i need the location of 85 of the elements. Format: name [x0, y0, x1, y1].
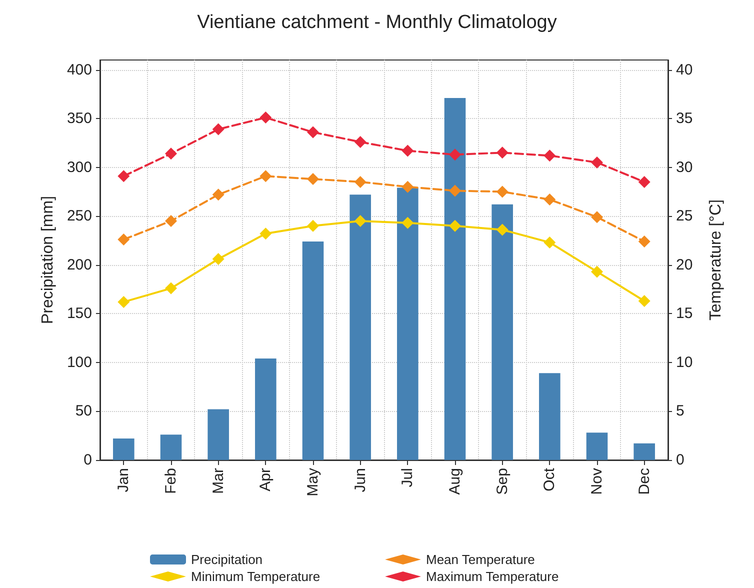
y2-tick-label: 25 [676, 208, 693, 225]
x-tick-label: Jun [352, 468, 369, 492]
y2-tick-label: 0 [676, 452, 684, 468]
point [638, 176, 650, 188]
y-tick-label: 300 [66, 158, 92, 176]
point [591, 156, 603, 168]
y-axis-title: Precipitation [mm] [40, 196, 57, 324]
x-tick-label: Apr [257, 468, 274, 492]
point [354, 136, 366, 148]
point [638, 294, 650, 307]
point [260, 170, 272, 182]
point [496, 224, 508, 236]
legend-label: Mean Temperature [426, 552, 535, 567]
y2-tick-label: 20 [676, 256, 693, 274]
point [496, 146, 508, 159]
point [544, 150, 556, 162]
bar [302, 241, 324, 460]
point [118, 296, 130, 308]
x-tick-label: May [304, 468, 322, 496]
y2-tick-label: 30 [676, 158, 693, 176]
bar [444, 98, 466, 460]
y2-tick-label: 40 [676, 61, 693, 78]
bar [255, 358, 276, 460]
x-tick-label: Aug [446, 468, 464, 495]
y2-axis-title: Temperature [°C] [708, 199, 724, 321]
x-tick-label: Nov [588, 468, 606, 495]
bar [634, 443, 655, 460]
bar [539, 373, 560, 460]
point [260, 112, 272, 124]
bar [160, 434, 182, 460]
y-tick-label: 400 [66, 61, 92, 78]
point [354, 176, 366, 188]
y-tick-label: 150 [66, 305, 92, 322]
point [165, 282, 177, 294]
chart-title: Vientiane catchment - Monthly Climatology [197, 12, 558, 33]
point [402, 216, 414, 229]
point [165, 214, 177, 227]
point [638, 235, 650, 248]
point [591, 266, 603, 278]
bar [492, 204, 513, 460]
x-tick-label: Sep [494, 468, 511, 495]
x-tick-label: Jul [399, 468, 416, 488]
x-tick-label: Dec [636, 468, 653, 495]
point [544, 194, 556, 206]
y-tick-label: 200 [66, 256, 92, 274]
y-tick-label: 0 [84, 452, 92, 468]
point [212, 123, 224, 136]
point [307, 173, 319, 186]
bar [586, 432, 608, 460]
bar [350, 194, 371, 460]
y2-tick-label: 5 [676, 402, 684, 420]
bar [208, 409, 229, 460]
point [449, 148, 461, 161]
point [496, 186, 508, 198]
point [307, 220, 319, 232]
y-tick-label: 350 [66, 110, 92, 128]
bar [397, 188, 418, 460]
legend-label: Maximum Temperature [426, 569, 559, 584]
y-tick-label: 50 [75, 402, 92, 420]
legend-label: Precipitation [191, 552, 263, 567]
point [544, 236, 556, 248]
point [307, 126, 319, 138]
point [118, 170, 130, 182]
point [449, 220, 461, 232]
x-tick-label: Oct [541, 467, 558, 492]
point [260, 228, 272, 240]
y2-tick-label: 15 [676, 305, 693, 322]
x-tick-label: Feb [162, 468, 180, 494]
y-tick-label: 250 [66, 208, 92, 225]
point [212, 188, 224, 201]
bar [113, 438, 134, 460]
point [118, 234, 130, 246]
legend-label: Minimum Temperature [191, 569, 320, 584]
y2-tick-label: 35 [676, 110, 693, 128]
point [402, 180, 414, 193]
point [165, 148, 177, 160]
y2-tick-label: 10 [676, 354, 693, 371]
point [354, 214, 366, 227]
x-tick-label: Mar [210, 468, 227, 494]
point [591, 211, 603, 224]
point [449, 184, 461, 197]
point [402, 144, 414, 157]
point [212, 253, 224, 266]
y-tick-label: 100 [66, 354, 92, 371]
x-tick-label: Jan [115, 468, 132, 492]
